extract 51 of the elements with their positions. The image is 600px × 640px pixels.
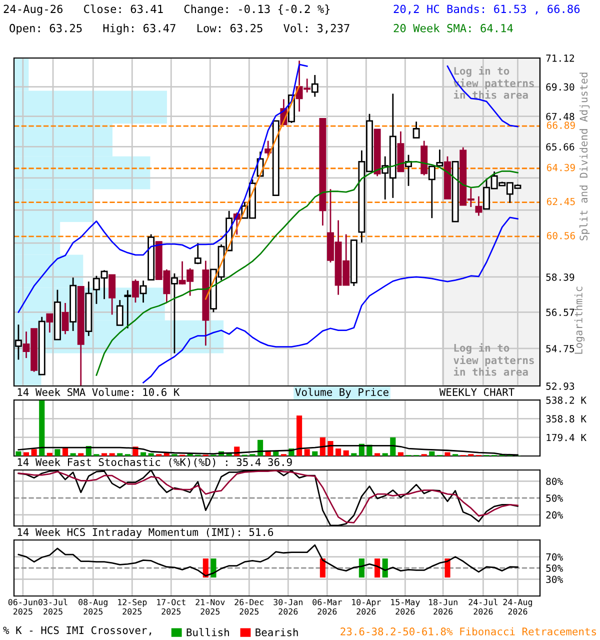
y-tick-label: 20% bbox=[546, 511, 563, 519]
y-tick-label: 80% bbox=[546, 478, 563, 486]
x-tick-label: 24-Jul 2026 bbox=[468, 598, 498, 615]
chart-title: 24-Aug-26 Close: 63.41 Change: -0.13 {-0.2 %} bbox=[4, 4, 330, 16]
y-tick-label: 69.30 bbox=[546, 83, 574, 91]
y-tick-label: 179.4 K bbox=[546, 434, 586, 442]
text: 20,2 HC Bands: 61.53 , 66.86 bbox=[394, 4, 580, 15]
legend-label: Bullish bbox=[186, 628, 229, 636]
x-tick-label: 30-Jan 2026 bbox=[274, 598, 302, 615]
chart-title: 14 Week Fast Stochastic (%K)(%D) : 35.4 36.9 bbox=[18, 458, 292, 468]
x-tick-label: 08-Aug 2025 bbox=[78, 598, 108, 615]
text: Volume By Price bbox=[295, 388, 388, 398]
x-tick-label: 12-Sep 2025 bbox=[118, 598, 147, 615]
x-tick-label: 06-Jun 2025 bbox=[8, 598, 38, 615]
y-tick-label: 67.48 bbox=[546, 112, 574, 120]
y-tick-label: 50% bbox=[546, 494, 563, 502]
chart-title: 14 Week HCS Intraday Momentum (IMI): 51.6 bbox=[18, 528, 274, 538]
y-tick-label: 358.8 K bbox=[546, 415, 586, 423]
x-tick-label: 15-May 2026 bbox=[391, 599, 420, 615]
x-tick-label: 17-Oct 2025 bbox=[157, 598, 186, 615]
ref-line-label: 66.89 bbox=[546, 122, 575, 129]
y-axis-title: Split and Dividend Adjusted bbox=[579, 72, 590, 240]
x-tick-label: 26-Dec 2025 bbox=[234, 598, 264, 615]
y-tick-label: 70% bbox=[546, 553, 563, 561]
x-tick-label: 18-Jun 2026 bbox=[428, 598, 458, 615]
y-tick-label: 538.2 K bbox=[546, 396, 586, 404]
ref-line-label: 62.45 bbox=[546, 198, 575, 206]
chart-subtitle: Open: 63.25 High: 63.47 Low: 63.25 Vol: 3,237 bbox=[10, 24, 350, 35]
y-tick-label: 58.39 bbox=[546, 273, 574, 281]
text: WEEKLY CHART bbox=[439, 388, 514, 396]
y-tick-label: 54.75 bbox=[546, 345, 574, 352]
y-tick-label: 71.12 bbox=[546, 54, 574, 62]
x-tick-label: 10-Apr 2026 bbox=[352, 598, 381, 615]
y-tick-label: 56.57 bbox=[546, 308, 574, 316]
legend-title: % K - HCS IMI Crossover, bbox=[3, 626, 152, 636]
y-tick-label: 65.66 bbox=[546, 143, 574, 151]
annotation: Log in to view patterns in this area bbox=[454, 343, 534, 376]
legend-label: Bearish bbox=[256, 628, 298, 636]
y-tick-label: 50% bbox=[546, 564, 563, 572]
text: Logarithmic bbox=[574, 286, 585, 354]
chart-title: 14 Week SMA Volume: 10.6 K bbox=[18, 388, 180, 396]
y-tick-label: 30% bbox=[546, 576, 563, 584]
ref-line-label: 64.39 bbox=[546, 164, 575, 172]
x-tick-label: 06-Mar 2026 bbox=[312, 598, 342, 615]
x-tick-label: 21-Nov 2025 bbox=[196, 598, 225, 615]
y-tick-label: 52.93 bbox=[546, 382, 574, 390]
x-tick-label: 03-Jul 2025 bbox=[38, 598, 68, 615]
x-tick-label: 24-Aug 2026 bbox=[503, 598, 532, 615]
ref-line-label: 60.56 bbox=[546, 232, 575, 240]
text: 23.6-38.2-50-61.8% Fibonacci Retracements bbox=[340, 627, 596, 636]
text: 20 Week SMA: 64.14 bbox=[394, 24, 513, 32]
